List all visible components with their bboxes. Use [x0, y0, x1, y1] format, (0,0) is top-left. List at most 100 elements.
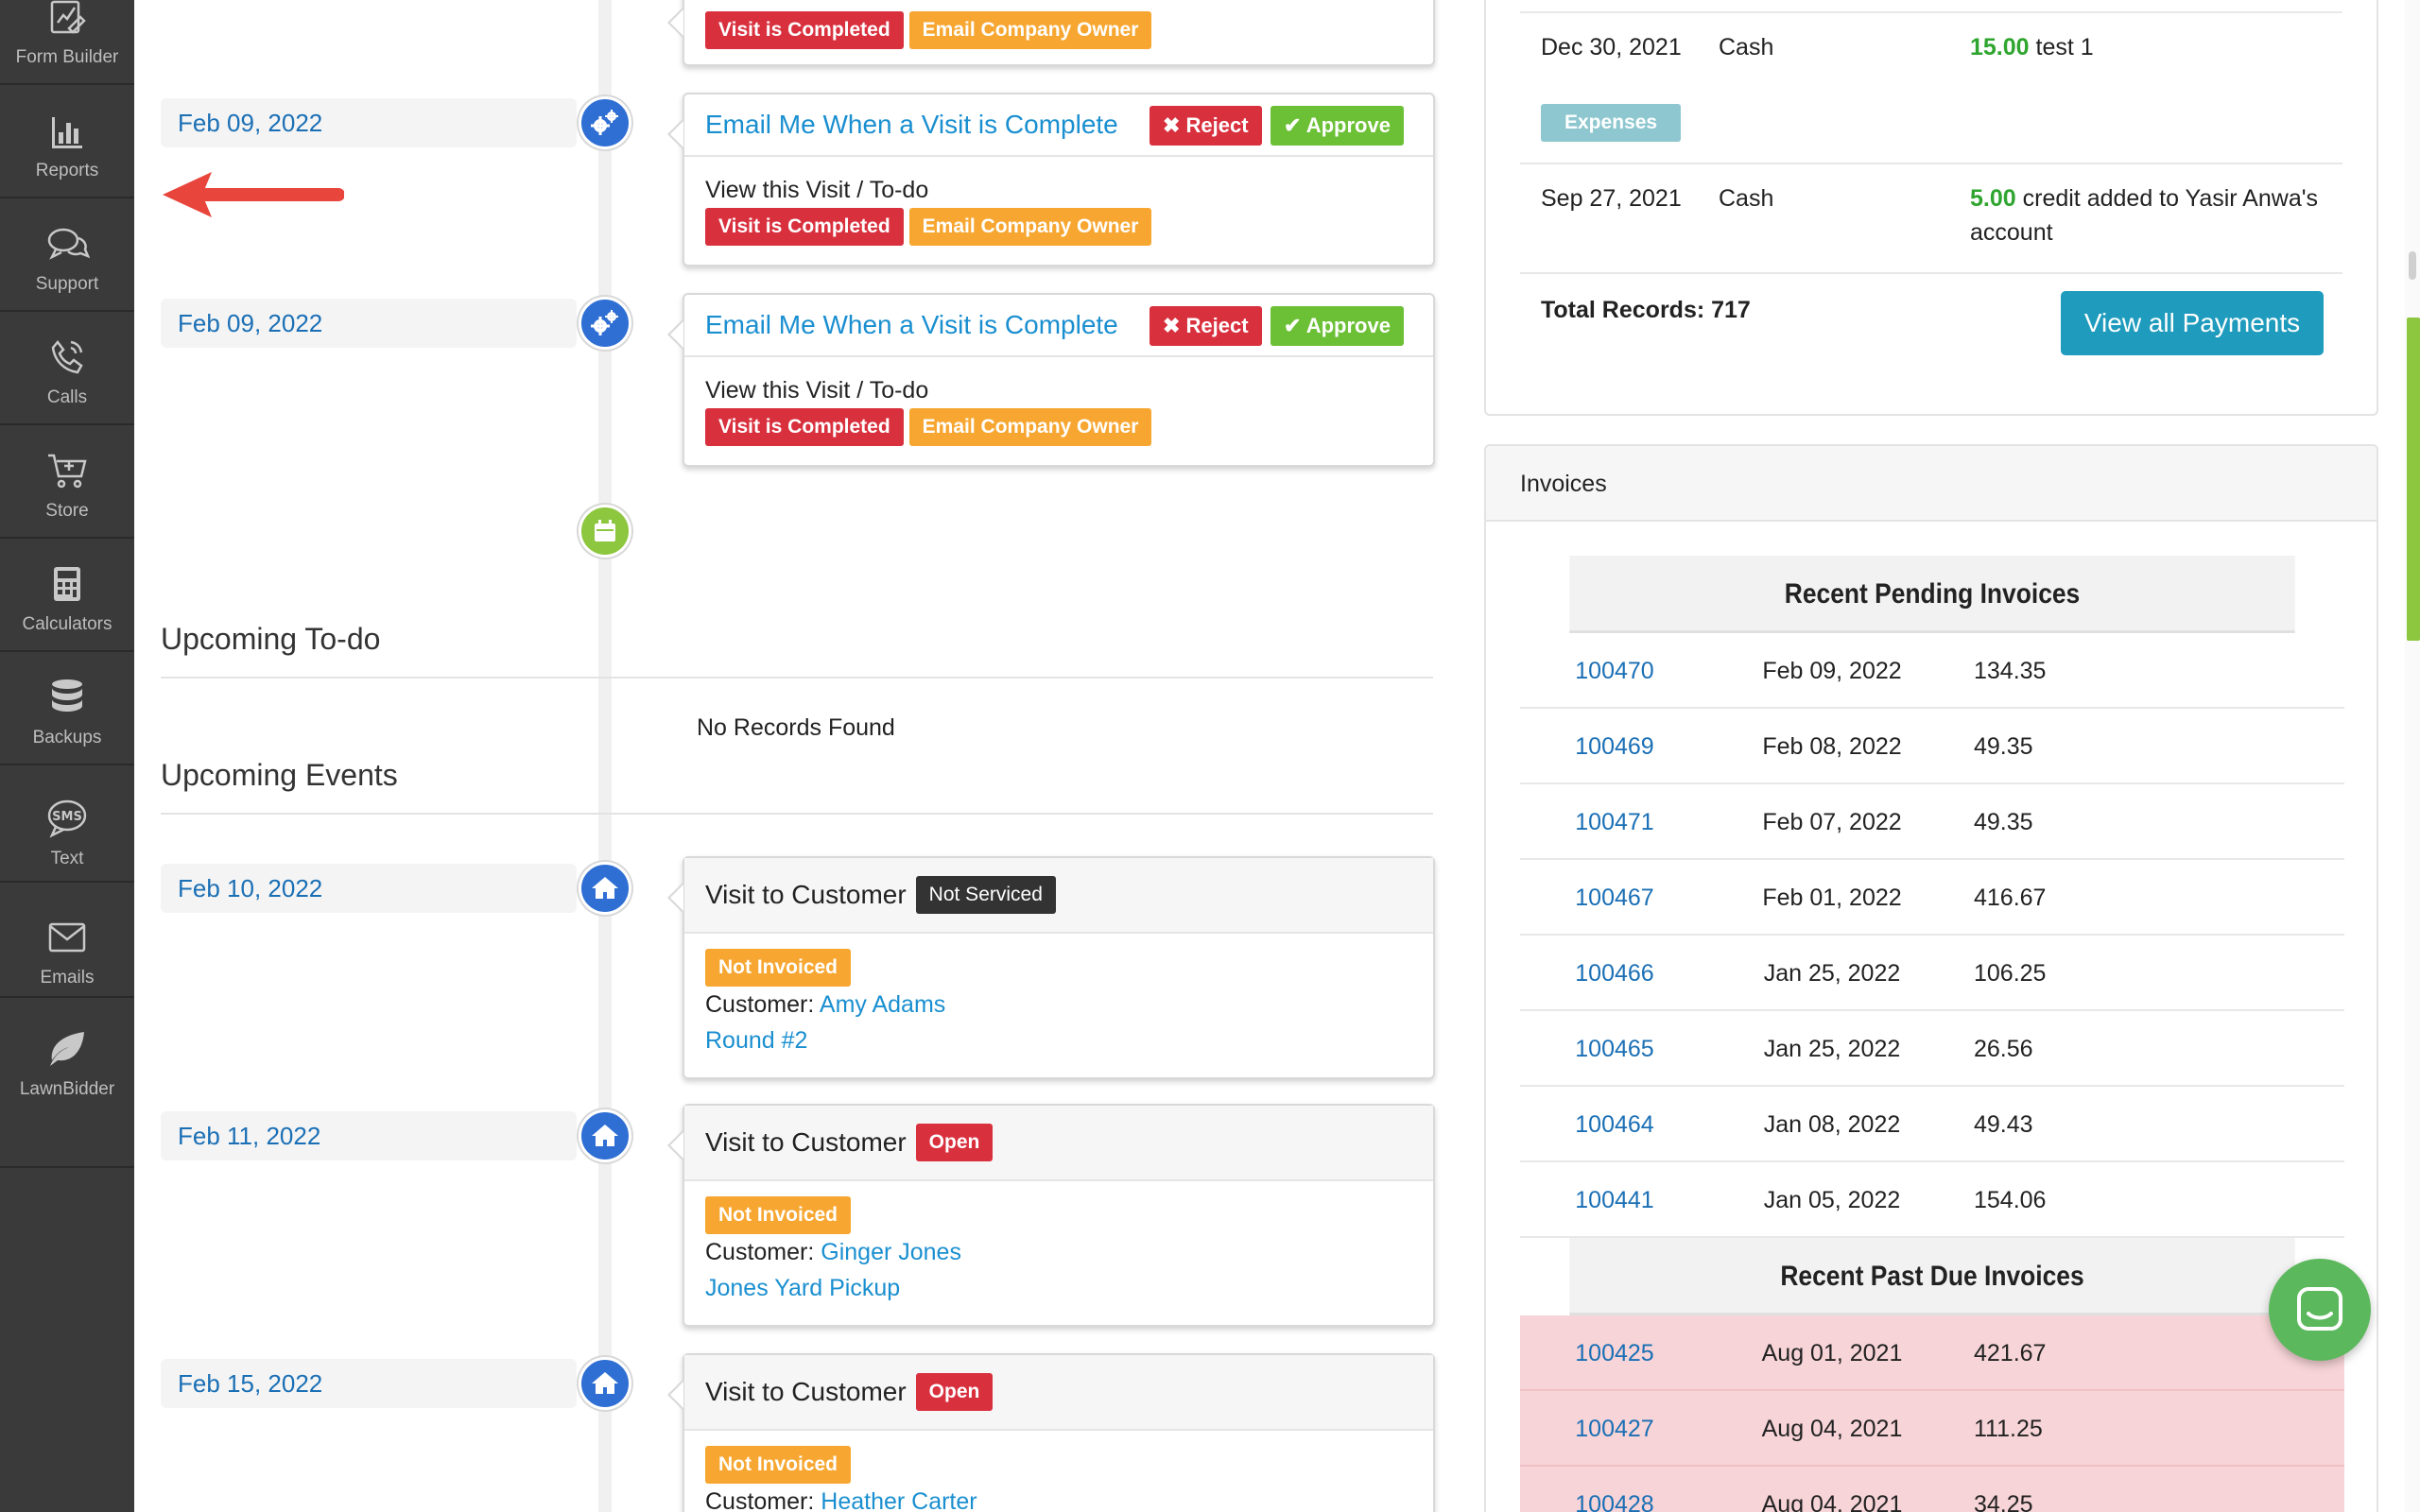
sidebar-item-form-builder[interactable]: Form Builder — [0, 0, 134, 85]
payment-method: Cash — [1719, 34, 1774, 60]
no-records-text: No Records Found — [697, 714, 895, 741]
customer-link[interactable]: Heather Carter — [821, 1488, 977, 1512]
event-title[interactable]: Visit to Customer — [705, 880, 907, 909]
invoice-number-link[interactable]: 100464 — [1575, 1111, 1654, 1138]
sidebar-item-emails[interactable]: Emails — [0, 885, 134, 998]
sidebar-item-lawnbidder[interactable]: LawnBidder — [0, 998, 134, 1168]
visit-completed-tag: Visit is Completed — [705, 11, 904, 49]
invoice-amount: 26.56 — [1974, 1036, 2033, 1062]
event-card: Visit to Customer Open Not Invoiced Cust… — [667, 1353, 1435, 1512]
sidebar-item-backups[interactable]: Backups — [0, 654, 134, 765]
leaf-icon — [50, 1032, 84, 1066]
timeline-date[interactable]: Feb 10, 2022 — [161, 864, 577, 913]
email-owner-tag: Email Company Owner — [908, 11, 1152, 49]
payment-date: Sep 27, 2021 — [1541, 185, 1682, 212]
event-title[interactable]: Visit to Customer — [705, 1127, 907, 1157]
sidebar-item-label: Text — [50, 849, 84, 868]
table-row: 100470 Feb 09, 2022 134.35 — [1520, 633, 2344, 709]
view-visit-link[interactable]: View this Visit / To-do — [705, 377, 929, 404]
status-badge: Not Serviced — [915, 876, 1056, 914]
visit-completed-tag: Visit is Completed — [705, 208, 904, 246]
home-icon — [579, 862, 631, 915]
invoice-number-link[interactable]: 100467 — [1575, 885, 1654, 911]
task-card-body: View this Visit / To-do Visit is Complet… — [684, 357, 1433, 459]
invoice-amount: 49.43 — [1974, 1111, 2033, 1138]
chat-icon — [2297, 1287, 2342, 1331]
invoice-date: Jan 25, 2022 — [1763, 1036, 1901, 1062]
reject-button[interactable]: ✖ Reject — [1150, 306, 1262, 346]
event-card-header: Visit to Customer Not Serviced — [684, 858, 1433, 934]
sidebar-item-calls[interactable]: Calls — [0, 314, 134, 425]
event-card-header: Visit to Customer Open — [684, 1106, 1433, 1181]
table-row: Dec 30, 2021 Cash 15.00 test 1 Expenses — [1520, 13, 2342, 164]
invoice-number-link[interactable]: 100466 — [1575, 960, 1654, 987]
customer-link[interactable]: Amy Adams — [819, 991, 946, 1018]
timeline-date[interactable]: Feb 15, 2022 — [161, 1359, 577, 1408]
support-icon — [47, 228, 90, 260]
task-title-link[interactable]: Email Me When a Visit is Complete — [705, 110, 1118, 139]
timeline-date[interactable]: Feb 11, 2022 — [161, 1111, 577, 1160]
chat-launcher-button[interactable] — [2269, 1259, 2371, 1361]
task-card-header: Email Me When a Visit is Complete — [684, 295, 1433, 357]
email-owner-tag: Email Company Owner — [908, 208, 1152, 246]
invoice-number-link[interactable]: 100441 — [1575, 1187, 1654, 1213]
payment-date: Dec 30, 2021 — [1541, 34, 1682, 60]
timeline-date[interactable]: Feb 09, 2022 — [161, 299, 577, 348]
sidebar-item-support[interactable]: Support — [0, 200, 134, 312]
sidebar-item-store[interactable]: Store — [0, 427, 134, 539]
scrollbar-track[interactable] — [2405, 0, 2420, 1512]
section-divider — [161, 677, 1433, 679]
sidebar-item-label: Store — [45, 501, 89, 521]
sidebar-item-calculators[interactable]: Calculators — [0, 541, 134, 652]
status-badge: Open — [915, 1373, 994, 1411]
customer-label: Customer: — [705, 1488, 815, 1512]
table-row: Sep 27, 2021 Cash 5.00 credit added to Y… — [1520, 164, 2342, 274]
round-link[interactable]: Round #2 — [705, 1027, 808, 1054]
event-card-header: Visit to Customer Open — [684, 1355, 1433, 1431]
view-visit-link[interactable]: View this Visit / To-do — [705, 177, 929, 203]
invoice-number-link[interactable]: 100469 — [1575, 733, 1654, 760]
invoice-number-link[interactable]: 100425 — [1575, 1340, 1654, 1366]
timeline-date[interactable]: Feb 09, 2022 — [161, 98, 577, 147]
calendar-icon — [579, 505, 631, 558]
invoice-amount: 421.67 — [1974, 1340, 2047, 1366]
invoice-number-link[interactable]: 100428 — [1575, 1491, 1654, 1512]
event-title[interactable]: Visit to Customer — [705, 1377, 907, 1406]
store-icon — [48, 454, 87, 489]
sidebar-item-label: Form Builder — [15, 47, 119, 67]
task-card: Email Me When a Visit is Complete ✖ Reje… — [667, 293, 1435, 467]
invoice-number-link[interactable]: 100465 — [1575, 1036, 1654, 1062]
sidebar-item-label: Reports — [35, 161, 99, 180]
expenses-badge: Expenses — [1541, 104, 1682, 142]
customer-link[interactable]: Ginger Jones — [821, 1239, 961, 1265]
task-title-link[interactable]: Email Me When a Visit is Complete — [705, 310, 1118, 339]
task-card-header: Email Me When a Visit is Complete — [684, 94, 1433, 157]
payment-amount: 15.00 — [1970, 34, 2030, 60]
invoice-date: Jan 25, 2022 — [1763, 960, 1901, 987]
task-card-body: View this Visit / To-do Visit is Complet… — [684, 157, 1433, 259]
approve-button[interactable]: ✔ Approve — [1270, 306, 1404, 346]
invoice-number-link[interactable]: 100471 — [1575, 809, 1654, 835]
upcoming-events-title: Upcoming Events — [161, 758, 398, 792]
sidebar-item-reports[interactable]: Reports — [0, 87, 134, 198]
sidebar-item-text[interactable]: SMS Text — [0, 767, 134, 883]
event-card-body: Not Invoiced Customer: Heather Carter — [684, 1431, 1433, 1512]
invoice-date: Jan 05, 2022 — [1763, 1187, 1901, 1213]
not-invoiced-tag: Not Invoiced — [705, 1196, 852, 1234]
invoice-number-link[interactable]: 100470 — [1575, 658, 1654, 684]
approve-button[interactable]: ✔ Approve — [1270, 106, 1404, 146]
table-row: 100441 Jan 05, 2022 154.06 — [1520, 1162, 2344, 1238]
not-invoiced-tag: Not Invoiced — [705, 949, 852, 987]
invoice-date: Feb 07, 2022 — [1762, 809, 1902, 835]
invoice-number-link[interactable]: 100427 — [1575, 1416, 1654, 1442]
reject-button[interactable]: ✖ Reject — [1150, 106, 1262, 146]
scrollbar-thumb[interactable] — [2407, 318, 2420, 641]
round-link[interactable]: Jones Yard Pickup — [705, 1275, 901, 1301]
gears-icon — [579, 297, 631, 350]
payment-note: credit added to Yasir Anwa's account — [1970, 185, 2318, 246]
timeline-line — [598, 0, 612, 1512]
sidebar-item-label: Support — [35, 274, 99, 294]
invoice-date: Feb 09, 2022 — [1762, 658, 1902, 684]
invoice-amount: 49.35 — [1974, 733, 2033, 760]
view-all-payments-button[interactable]: View all Payments — [2061, 291, 2324, 355]
